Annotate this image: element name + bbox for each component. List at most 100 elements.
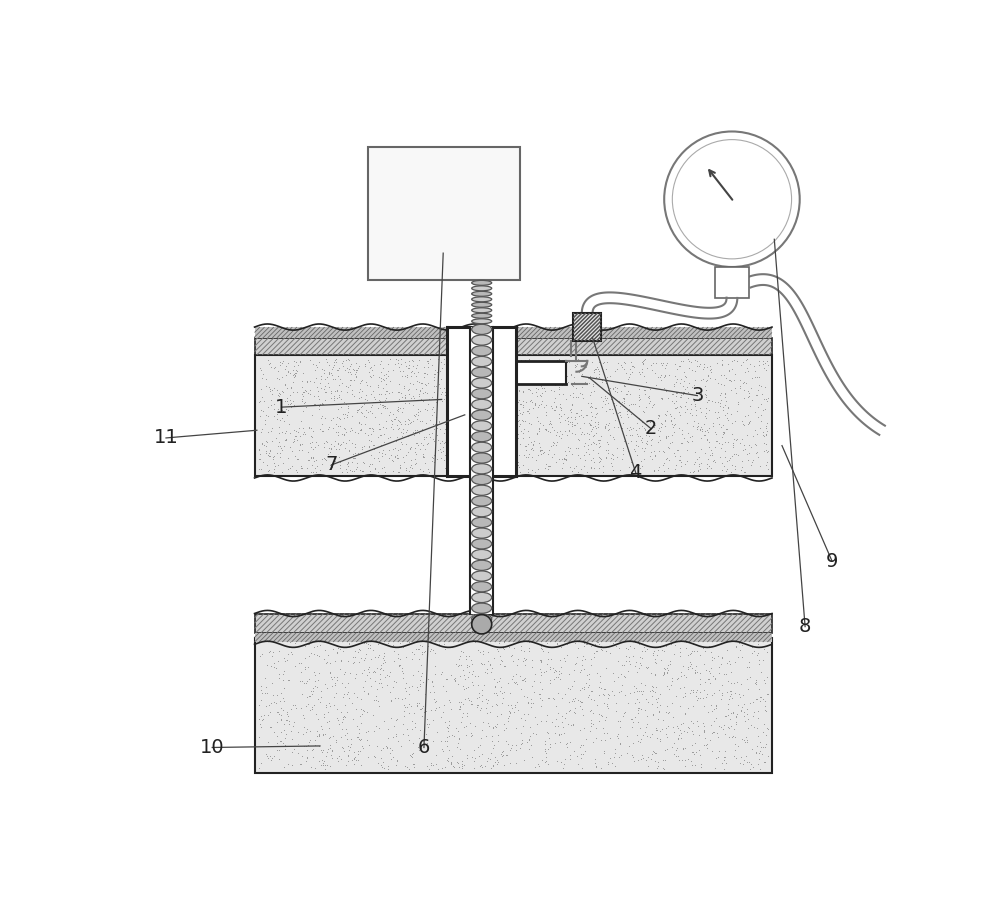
Point: [718, 756, 734, 770]
Point: [581, 677, 597, 692]
Point: [507, 414, 523, 429]
Point: [696, 657, 712, 671]
Point: [365, 423, 381, 438]
Point: [362, 420, 378, 435]
Point: [316, 651, 332, 666]
Point: [489, 688, 505, 703]
Point: [482, 405, 498, 420]
Point: [431, 376, 447, 391]
Point: [403, 458, 419, 473]
Point: [336, 667, 352, 682]
Point: [697, 428, 713, 442]
Point: [458, 727, 474, 742]
Point: [596, 725, 612, 740]
Point: [429, 365, 445, 379]
Point: [290, 725, 306, 739]
Point: [617, 688, 633, 703]
Point: [468, 449, 484, 463]
Point: [562, 747, 578, 762]
Point: [651, 408, 667, 422]
Point: [608, 638, 624, 653]
Point: [560, 417, 576, 431]
Point: [367, 673, 383, 688]
Point: [635, 404, 651, 419]
Point: [699, 373, 715, 387]
Point: [609, 385, 625, 399]
Point: [685, 727, 701, 742]
Point: [750, 703, 766, 718]
Point: [282, 365, 298, 380]
Point: [587, 414, 603, 429]
Point: [720, 696, 736, 711]
Point: [760, 721, 776, 736]
Point: [658, 429, 674, 443]
Point: [720, 435, 736, 450]
Point: [350, 396, 366, 410]
Point: [624, 720, 640, 735]
Point: [325, 359, 341, 374]
Point: [673, 385, 689, 399]
Point: [303, 420, 319, 435]
Point: [666, 419, 682, 433]
Point: [742, 761, 758, 776]
Point: [567, 357, 583, 372]
Point: [314, 452, 330, 466]
Point: [726, 446, 742, 461]
Point: [755, 428, 771, 442]
Point: [261, 463, 277, 477]
Point: [554, 427, 570, 442]
Circle shape: [672, 139, 792, 259]
Point: [709, 356, 725, 371]
Point: [390, 465, 406, 480]
Point: [360, 404, 376, 419]
Point: [430, 442, 446, 457]
Point: [668, 458, 684, 473]
Point: [426, 448, 442, 463]
Point: [571, 365, 587, 379]
Point: [561, 703, 577, 718]
Point: [465, 663, 481, 678]
Point: [624, 427, 640, 442]
Point: [276, 681, 292, 695]
Point: [562, 460, 578, 474]
Point: [626, 359, 642, 374]
Point: [282, 461, 298, 475]
Point: [593, 389, 609, 404]
Point: [597, 682, 613, 696]
Point: [599, 390, 615, 405]
Point: [635, 356, 651, 371]
Point: [466, 761, 482, 776]
Point: [266, 655, 282, 670]
Point: [256, 394, 272, 409]
Point: [644, 679, 660, 693]
Point: [270, 458, 286, 473]
Point: [372, 356, 388, 371]
Point: [524, 441, 540, 455]
Point: [728, 432, 744, 447]
Point: [549, 636, 565, 650]
Point: [406, 647, 422, 661]
Point: [649, 723, 665, 737]
Point: [325, 641, 341, 656]
Point: [533, 442, 549, 457]
Point: [631, 660, 647, 675]
Point: [400, 429, 416, 443]
Point: [360, 749, 376, 764]
Point: [487, 719, 503, 734]
Point: [394, 664, 410, 679]
Point: [480, 653, 496, 668]
Point: [522, 383, 538, 398]
Point: [469, 369, 485, 384]
Point: [640, 422, 656, 437]
Ellipse shape: [472, 319, 492, 323]
Point: [361, 420, 377, 435]
Point: [489, 365, 505, 379]
Point: [375, 400, 391, 415]
Point: [636, 383, 652, 398]
Point: [527, 667, 543, 682]
Point: [463, 402, 479, 417]
Point: [258, 434, 274, 449]
Point: [362, 638, 378, 652]
Point: [639, 728, 655, 743]
Point: [351, 732, 367, 747]
